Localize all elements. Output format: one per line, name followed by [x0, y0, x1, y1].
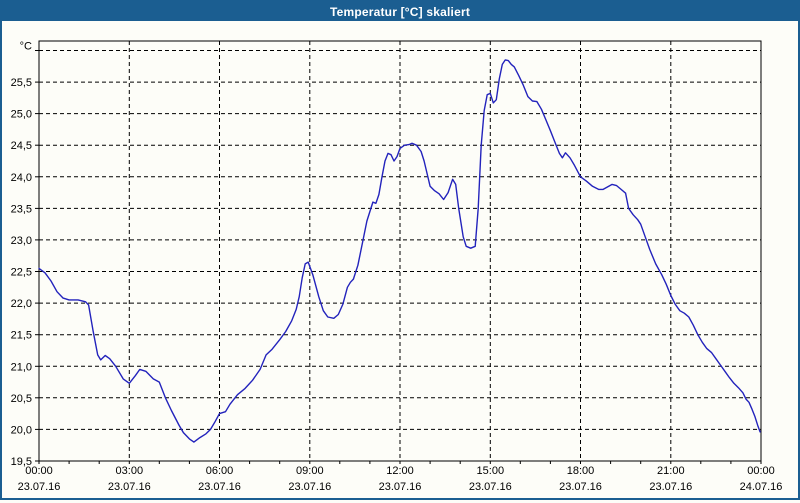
x-tick-date: 23.07.16	[379, 481, 422, 493]
x-tick-date: 24.07.16	[740, 481, 783, 493]
y-tick-label: 23,5	[11, 203, 32, 215]
y-tick-label: 21,5	[11, 330, 32, 342]
x-tick-time: 09:00	[296, 465, 324, 477]
title-bar: Temperatur [°C] skaliert	[2, 2, 798, 21]
y-axis-unit: °C	[20, 41, 32, 53]
gridlines	[39, 41, 761, 461]
y-tick-label: 24,5	[11, 140, 32, 152]
y-tick-label: 23,0	[11, 235, 32, 247]
chart-area: 19,5 20,0 20,5 21,0 21,5 22,0 22,5 23,0 23,5 24,0…	[2, 21, 798, 498]
temperature-line-chart: 19,5 20,0 20,5 21,0 21,5 22,0 22,5 23,0 23,5 24,0…	[11, 40, 783, 494]
y-tick-label: 20,0	[11, 424, 32, 436]
x-tick-time: 00:00	[747, 465, 775, 477]
x-tick-time: 03:00	[116, 465, 144, 477]
y-tick-label: 24,0	[11, 172, 32, 184]
y-tick-label: 25,0	[11, 109, 32, 121]
x-tick-time: 15:00	[477, 465, 505, 477]
x-tick-date: 23.07.16	[469, 481, 512, 493]
page-title: Temperatur [°C] skaliert	[329, 4, 471, 19]
x-tick-date: 23.07.16	[649, 481, 692, 493]
x-tick-date: 23.07.16	[559, 481, 602, 493]
x-tick-time: 21:00	[657, 465, 685, 477]
x-tick-time: 00:00	[25, 465, 53, 477]
y-tick-label: 20,5	[11, 393, 32, 405]
x-tick-time: 06:00	[206, 465, 234, 477]
axis-labels: 19,5 20,0 20,5 21,0 21,5 22,0 22,5 23,0 23,5 24,0…	[11, 41, 783, 494]
temperature-series-line	[38, 59, 761, 443]
x-tick-date: 23.07.16	[108, 481, 151, 493]
x-tick-date: 23.07.16	[288, 481, 331, 493]
y-tick-label: 22,5	[11, 267, 32, 279]
x-tick-time: 18:00	[567, 465, 595, 477]
x-tick-time: 12:00	[386, 465, 414, 477]
y-tick-label: 21,0	[11, 361, 32, 373]
y-tick-label: 22,0	[11, 298, 32, 310]
y-tick-label: 19,5	[11, 456, 32, 468]
x-tick-date: 23.07.16	[198, 481, 241, 493]
axes	[35, 40, 762, 464]
x-tick-date: 23.07.16	[18, 481, 61, 493]
y-tick-label: 25,5	[11, 77, 32, 89]
